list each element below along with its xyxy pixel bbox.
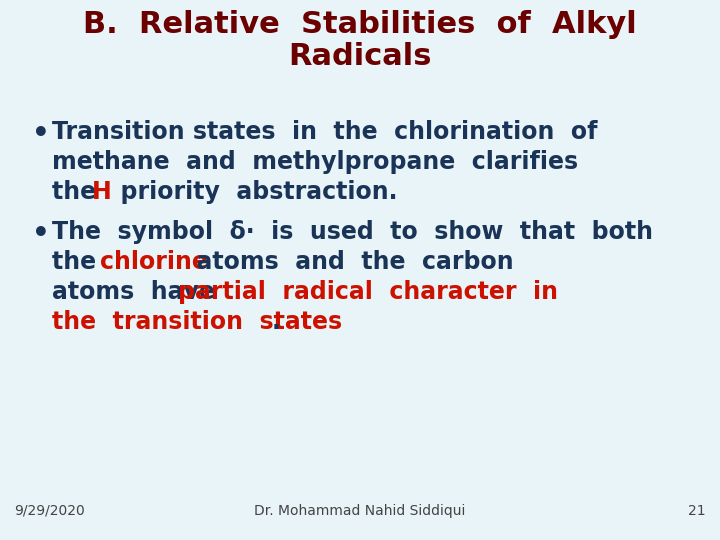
Text: chlorine: chlorine	[100, 250, 208, 274]
Text: atoms  have: atoms have	[52, 280, 231, 304]
Text: H: H	[92, 180, 112, 204]
Text: atoms  and  the  carbon: atoms and the carbon	[180, 250, 513, 274]
Text: The  symbol  δ·  is  used  to  show  that  both: The symbol δ· is used to show that both	[52, 220, 653, 244]
Text: the: the	[52, 250, 112, 274]
Text: 9/29/2020: 9/29/2020	[14, 504, 85, 518]
Text: Dr. Mohammad Nahid Siddiqui: Dr. Mohammad Nahid Siddiqui	[254, 504, 466, 518]
Text: the: the	[52, 180, 104, 204]
Text: priority  abstraction.: priority abstraction.	[104, 180, 397, 204]
Text: Radicals: Radicals	[288, 42, 432, 71]
Text: .: .	[272, 310, 281, 334]
Text: partial  radical  character  in: partial radical character in	[178, 280, 558, 304]
Text: •: •	[32, 120, 50, 148]
Text: methane  and  methylpropane  clarifies: methane and methylpropane clarifies	[52, 150, 578, 174]
Text: •: •	[32, 220, 50, 248]
Text: Transition states  in  the  chlorination  of: Transition states in the chlorination of	[52, 120, 598, 144]
Text: B.  Relative  Stabilities  of  Alkyl: B. Relative Stabilities of Alkyl	[83, 10, 637, 39]
Text: 21: 21	[688, 504, 706, 518]
Text: the  transition  states: the transition states	[52, 310, 342, 334]
